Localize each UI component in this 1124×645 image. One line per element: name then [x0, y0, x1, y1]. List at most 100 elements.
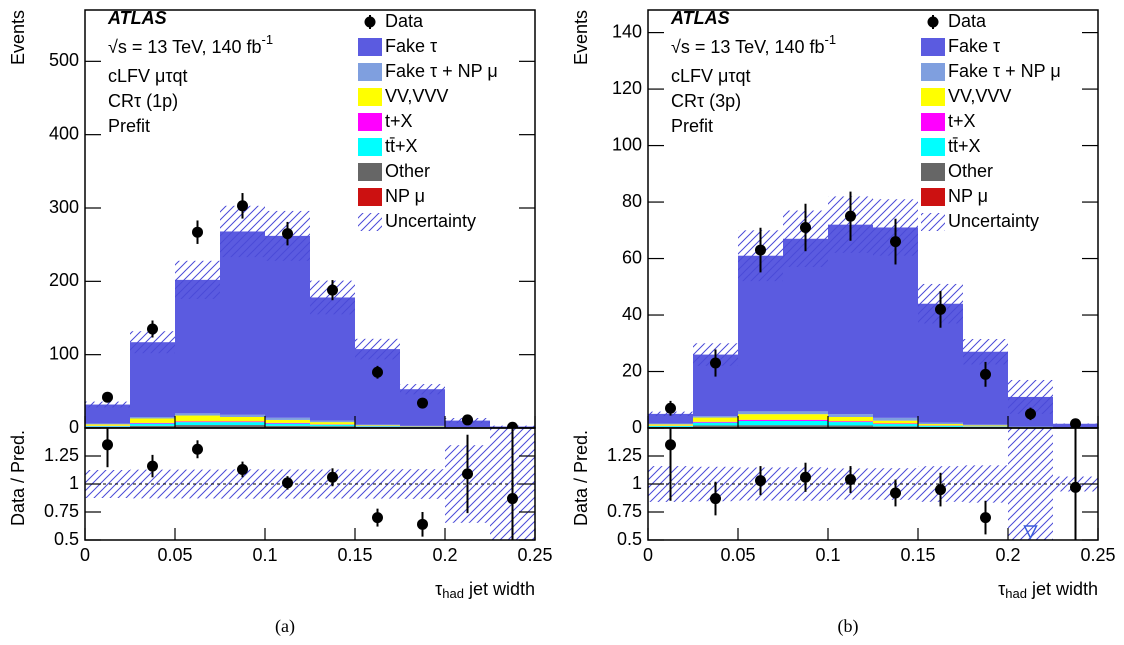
stack-bar	[873, 417, 918, 421]
legend-swatch	[358, 163, 382, 181]
stack-bar	[130, 422, 175, 424]
x-label-symbol: τ	[998, 579, 1005, 599]
legend-marker	[364, 16, 376, 28]
experiment-label: ATLAS	[670, 8, 730, 28]
stack-bar	[175, 413, 220, 416]
ratio-point	[1070, 481, 1081, 493]
ratio-y-axis-label: Data / Pred.	[8, 430, 28, 526]
legend-label: tt̄+X	[385, 136, 418, 156]
x-tick-label: 0.1	[815, 545, 840, 565]
legend-label: Fake τ + NP μ	[948, 61, 1061, 81]
data-point	[372, 366, 383, 378]
ratio-offscale-marker	[1023, 525, 1038, 540]
stack-bar	[355, 425, 400, 427]
y-tick-label: 80	[622, 191, 642, 211]
ratio-point	[710, 493, 721, 505]
lumi-superscript: -1	[262, 32, 274, 47]
uncertainty-band	[963, 339, 1008, 365]
stack-bar	[310, 422, 355, 425]
legend-label: Uncertainty	[948, 211, 1039, 231]
stack-bar	[130, 423, 175, 426]
annotation: cLFV μτqt	[108, 66, 188, 86]
y-axis-label: Events	[8, 10, 28, 65]
stack-bar	[310, 426, 355, 428]
uncertainty-band	[355, 338, 400, 360]
x-label-subscript: had	[1005, 586, 1027, 601]
ratio-y-tick-label: 0.75	[44, 501, 79, 521]
ratio-point	[935, 484, 946, 496]
y-tick-label: 400	[49, 123, 79, 143]
stack-bar	[1008, 426, 1053, 428]
data-point	[507, 421, 518, 428]
annotation: CRτ (3p)	[671, 91, 741, 111]
data-point	[845, 210, 856, 222]
stack-bar	[355, 426, 400, 428]
y-tick-label: 100	[612, 134, 642, 154]
x-tick-label: 0.2	[995, 545, 1020, 565]
annotation: CRτ (1p)	[108, 91, 178, 111]
stack-bar	[265, 422, 310, 424]
stack-bar	[828, 421, 873, 423]
legend-label: VV,VVV	[385, 86, 448, 106]
stack-bar	[220, 231, 265, 415]
legend-swatch	[921, 88, 945, 106]
lumi-superscript: -1	[825, 32, 837, 47]
legend-label: NP μ	[948, 186, 988, 206]
stack-bar	[783, 238, 828, 412]
ratio-point	[237, 463, 248, 475]
ratio-y-tick-label: 0.75	[607, 501, 642, 521]
ratio-y-axis-label: Data / Pred.	[571, 430, 591, 526]
stack-bar	[355, 349, 400, 425]
stack-bar	[310, 297, 355, 421]
stack-bar	[783, 425, 828, 428]
x-tick-label: 0.2	[432, 545, 457, 565]
stack-bar	[85, 404, 130, 424]
stack-bar	[265, 423, 310, 426]
stack-bar	[310, 424, 355, 427]
ratio-y-tick-label: 1.25	[607, 445, 642, 465]
stack-bar	[828, 414, 873, 417]
stack-bar	[175, 421, 220, 423]
stack-bar	[85, 424, 130, 426]
legend-swatch	[358, 188, 382, 206]
stack-bar	[738, 411, 783, 415]
x-tick-label: 0.15	[900, 545, 935, 565]
data-point	[192, 226, 203, 238]
uncertainty-band	[400, 384, 445, 395]
ratio-point	[417, 518, 428, 530]
x-axis-label: τhad jet width	[435, 579, 535, 602]
stack-bar	[220, 414, 265, 417]
stack-bar	[648, 426, 693, 427]
annotation: Prefit	[108, 116, 150, 136]
ratio-point	[755, 475, 766, 487]
data-point	[147, 323, 158, 335]
ratio-y-tick-label: 0.5	[617, 529, 642, 549]
stack-bar	[783, 411, 828, 415]
uncertainty-band	[85, 401, 130, 408]
ratio-point	[980, 512, 991, 524]
stack-bar	[693, 421, 738, 423]
legend-label: Data	[385, 11, 424, 31]
y-tick-label: 0	[69, 417, 79, 437]
data-point	[800, 221, 811, 233]
legend-label: tt̄+X	[948, 136, 981, 156]
annotation: Prefit	[671, 116, 713, 136]
y-tick-label: 200	[49, 270, 79, 290]
ratio-point	[507, 493, 518, 505]
stack-bar	[738, 255, 783, 412]
ratio-point	[102, 439, 113, 451]
x-label-text: jet width	[464, 579, 535, 599]
stack-bar	[175, 425, 220, 428]
data-point	[237, 200, 248, 212]
x-tick-label: 0.25	[1080, 545, 1115, 565]
x-tick-label: 0	[80, 545, 90, 565]
legend-label: t+X	[948, 111, 976, 131]
stack-bar	[738, 420, 783, 426]
y-tick-label: 140	[612, 21, 642, 41]
stack-bar	[783, 420, 828, 426]
legend-swatch	[921, 163, 945, 181]
data-point	[935, 303, 946, 315]
y-axis-label: Events	[571, 10, 591, 65]
ratio-point	[282, 477, 293, 489]
